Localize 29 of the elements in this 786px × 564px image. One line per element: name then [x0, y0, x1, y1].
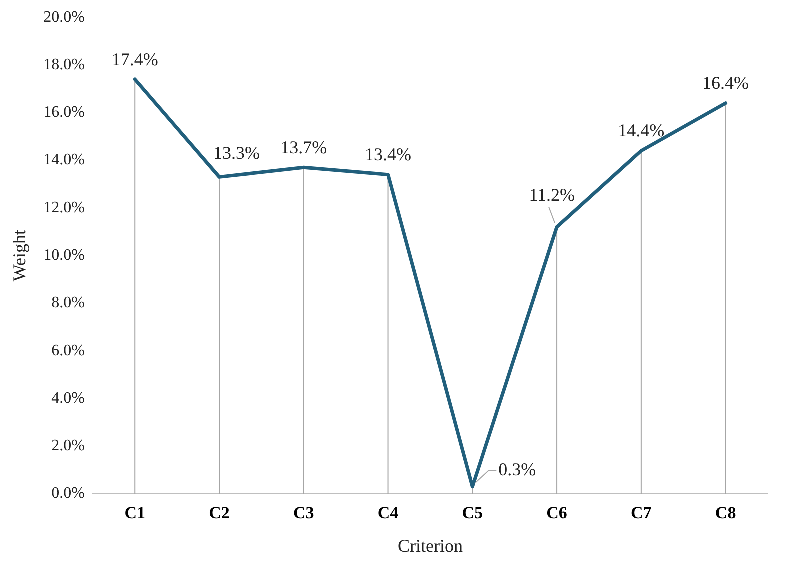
- x-axis-title: Criterion: [398, 536, 463, 556]
- y-tick-label: 12.0%: [44, 199, 85, 216]
- y-axis-title: Weight: [10, 230, 30, 282]
- data-label: 13.3%: [214, 142, 260, 163]
- x-tick-label: C4: [378, 504, 400, 523]
- x-tick-label: C2: [209, 504, 230, 523]
- x-tick-label: C1: [124, 504, 146, 523]
- y-tick-label: 8.0%: [52, 294, 85, 312]
- x-tick-label: C5: [462, 504, 484, 523]
- x-tick-label: C3: [293, 504, 314, 523]
- x-tick-label: C8: [715, 504, 736, 523]
- y-tick-label: 2.0%: [52, 438, 85, 455]
- data-label: 13.4%: [365, 144, 412, 165]
- y-tick-label: 0.0%: [52, 485, 85, 502]
- y-tick-label: 20.0%: [44, 8, 85, 26]
- y-tick-label: 14.0%: [44, 152, 85, 169]
- y-tick-label: 6.0%: [52, 342, 85, 360]
- x-tick-label: C6: [546, 504, 568, 523]
- data-label: 13.7%: [280, 137, 328, 158]
- y-tick-label: 16.0%: [44, 104, 85, 122]
- data-label: 0.3%: [498, 460, 536, 480]
- data-label: 17.4%: [112, 49, 158, 70]
- data-label: 14.4%: [618, 120, 665, 141]
- y-tick-label: 10.0%: [44, 247, 85, 264]
- data-label: 11.2%: [529, 184, 576, 205]
- y-tick-label: 4.0%: [52, 390, 85, 407]
- y-tick-label: 18.0%: [44, 56, 85, 74]
- x-tick-label: C7: [631, 504, 652, 523]
- data-label: 16.4%: [702, 73, 750, 94]
